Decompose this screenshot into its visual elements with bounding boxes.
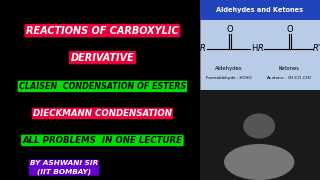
Text: DERIVATIVE: DERIVATIVE bbox=[70, 53, 134, 63]
Text: DIECKMANN CONDENSATION: DIECKMANN CONDENSATION bbox=[33, 109, 172, 118]
FancyBboxPatch shape bbox=[200, 90, 320, 180]
Ellipse shape bbox=[224, 144, 294, 180]
Text: REACTIONS OF CARBOXYLIC: REACTIONS OF CARBOXYLIC bbox=[26, 26, 179, 36]
FancyBboxPatch shape bbox=[200, 0, 320, 90]
Text: Aldehydes and Ketones: Aldehydes and Ketones bbox=[216, 7, 304, 13]
Text: BY ASHWANI SIR
(IIT BOMBAY): BY ASHWANI SIR (IIT BOMBAY) bbox=[30, 160, 98, 175]
Text: ALL PROBLEMS  IN ONE LECTURE: ALL PROBLEMS IN ONE LECTURE bbox=[22, 136, 182, 145]
FancyBboxPatch shape bbox=[200, 0, 320, 20]
Text: CLAISEN  CONDENSATION OF ESTERS: CLAISEN CONDENSATION OF ESTERS bbox=[19, 82, 186, 91]
Ellipse shape bbox=[243, 113, 275, 139]
